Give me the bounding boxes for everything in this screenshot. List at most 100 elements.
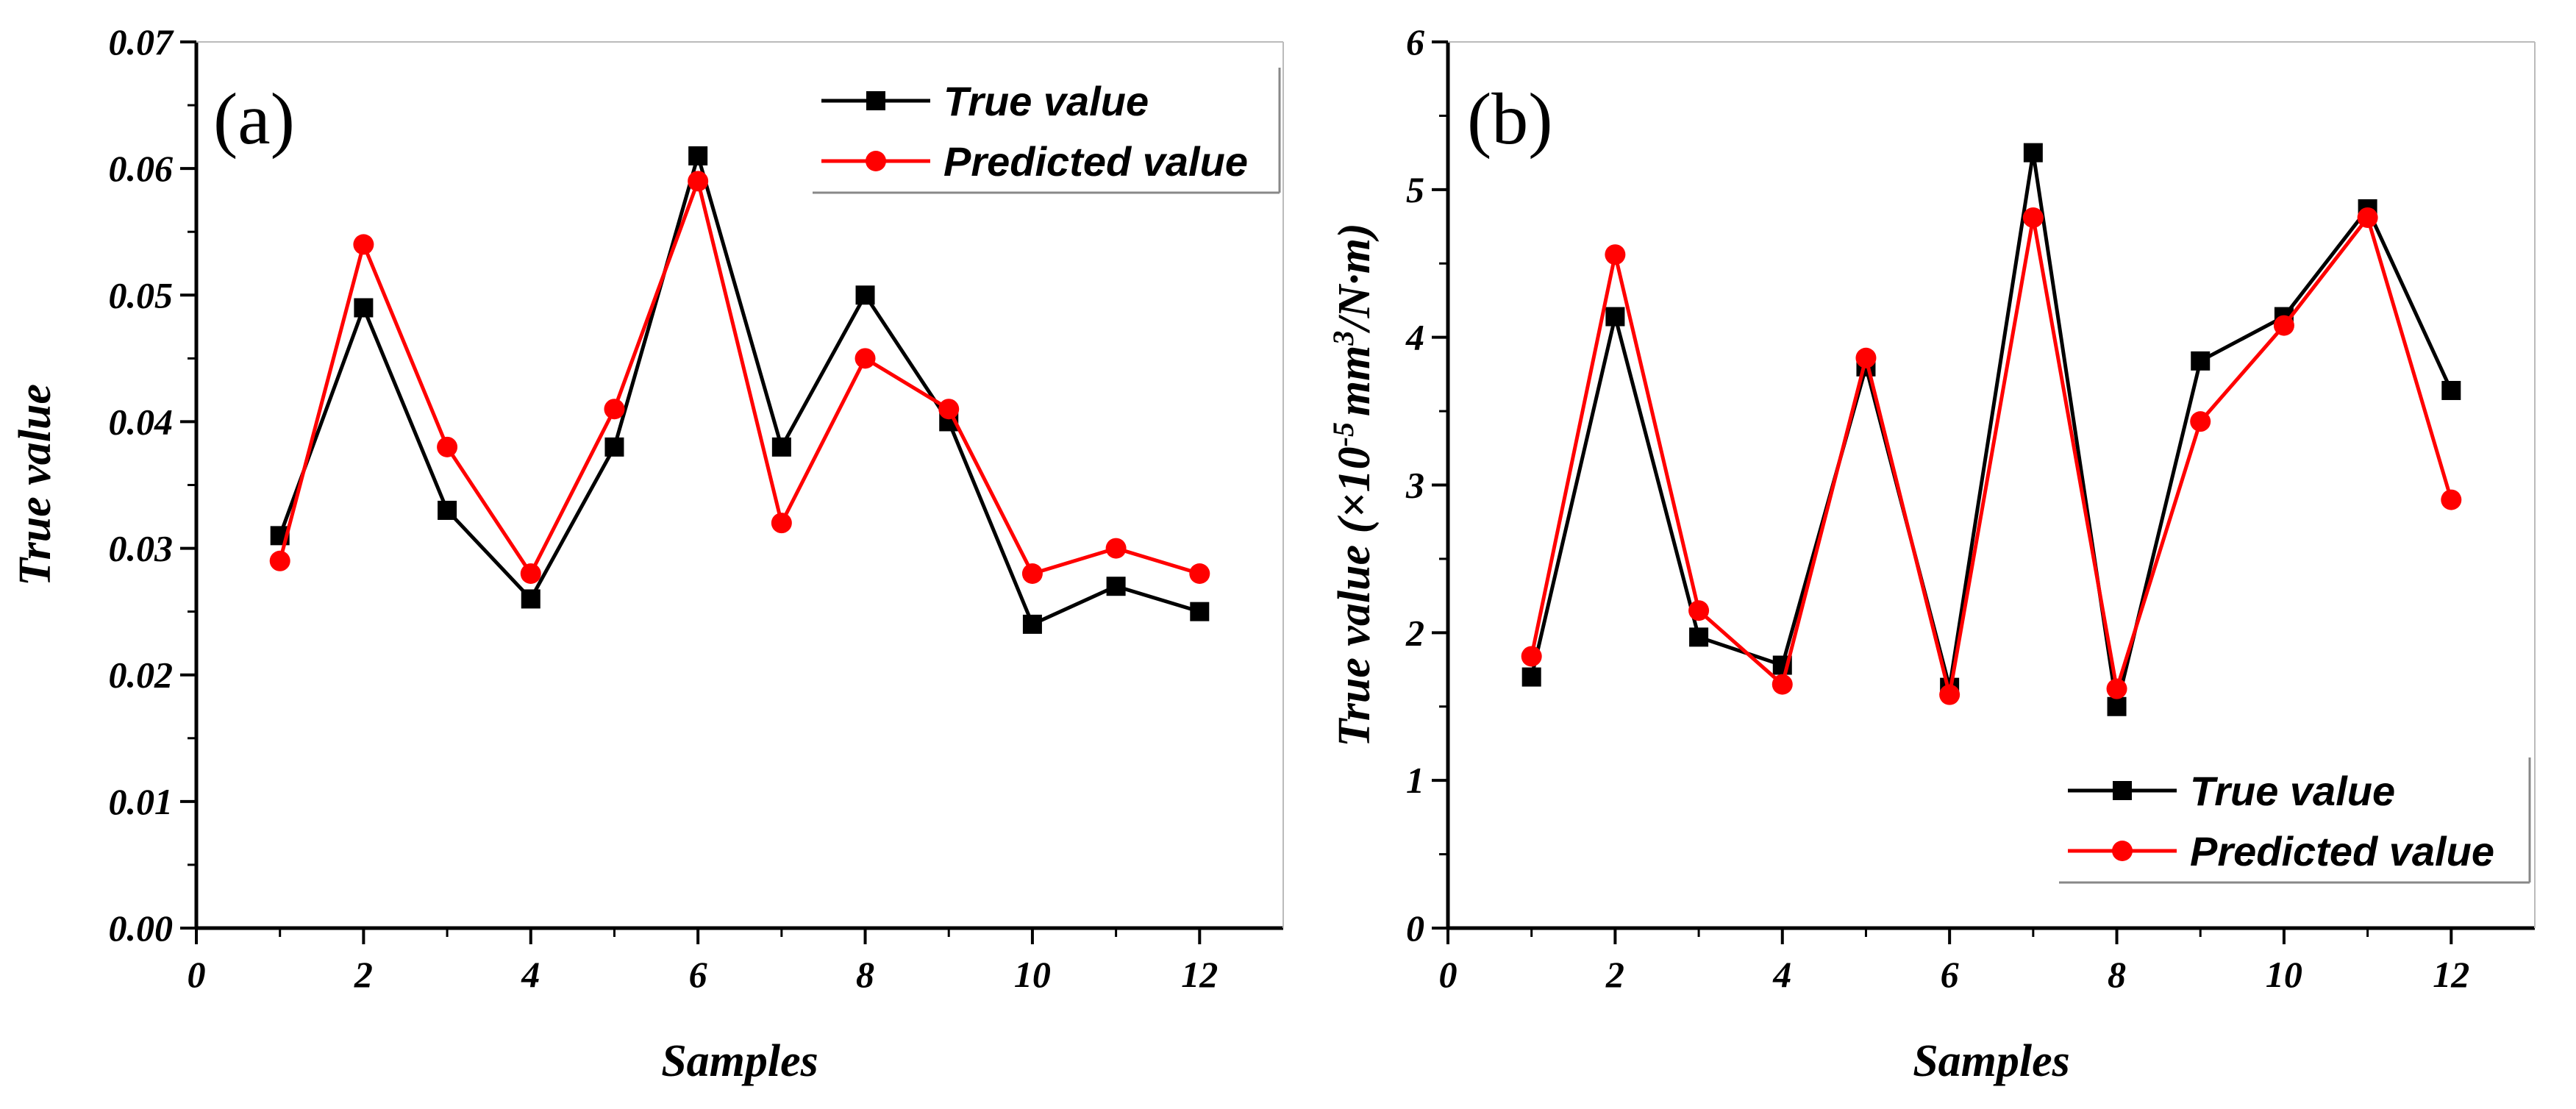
data-point-circle (269, 550, 290, 571)
legend-swatch-circle (866, 151, 886, 171)
data-point-circle (1688, 600, 1710, 621)
x-tick-label: 4 (1772, 954, 1791, 995)
data-point-square (855, 285, 875, 305)
data-point-circle (353, 234, 374, 255)
x-tick-label: 6 (1941, 954, 1959, 995)
y-tick-label: 6 (1406, 21, 1424, 63)
data-point-circle (437, 436, 458, 457)
data-point-circle (854, 348, 876, 369)
x-axis-title: Samples (661, 1036, 818, 1086)
series-line (278, 149, 1201, 627)
y-axis-title-unit: mm (1330, 346, 1380, 416)
data-point-square (1605, 307, 1625, 327)
legend-label: Predicted value (2190, 828, 2494, 874)
data-point-circle (938, 399, 960, 420)
x-tick-label: 12 (2433, 954, 2469, 995)
data-point-circle (771, 513, 792, 534)
data-point-circle (1021, 563, 1043, 584)
legend-label: True value (2190, 768, 2395, 814)
data-point-square (1022, 614, 1042, 634)
x-tick-label: 2 (1605, 954, 1624, 995)
data-point-circle (520, 563, 541, 584)
data-point-circle (1605, 244, 1626, 265)
y-tick-label: 0.05 (109, 274, 174, 315)
series-predicted-value (269, 171, 1210, 584)
y-axis-title-main: True value (×10 (1330, 446, 1380, 746)
y-tick-label: 4 (1405, 317, 1424, 358)
y-axis-title: True value (10, 384, 60, 586)
series-line (1530, 213, 2453, 696)
data-point-circle (2190, 411, 2211, 432)
legend-label: Predicted value (943, 138, 1248, 185)
y-tick-label: 1 (1406, 760, 1424, 801)
y-tick-label: 3 (1405, 465, 1424, 506)
y-axis-title-main: True value (10, 384, 60, 586)
x-tick-label: 6 (689, 954, 707, 995)
data-point-square (1106, 577, 1126, 596)
series-line (1530, 152, 2453, 707)
x-tick-label: 0 (1439, 954, 1458, 995)
legend-swatch-square (2113, 781, 2132, 800)
panel-label: (a) (213, 78, 295, 160)
data-point-circle (604, 399, 625, 420)
data-point-circle (1855, 347, 1877, 368)
data-point-circle (2022, 207, 2044, 228)
data-point-square (688, 146, 708, 165)
data-point-square (438, 500, 457, 520)
data-point-square (354, 298, 374, 318)
series-line (278, 174, 1201, 577)
y-tick-label: 0.04 (109, 401, 174, 442)
data-point-circle (2441, 489, 2462, 510)
y-axis-title-exponent: -5 (1327, 422, 1360, 446)
x-tick-label: 10 (2266, 954, 2302, 995)
y-axis-title: True value (×10-5 mm3/N·m) (1327, 223, 1380, 747)
data-point-square (2023, 143, 2043, 163)
y-axis-title-tail: /N·m) (1330, 223, 1380, 333)
y-tick-label: 0.02 (109, 655, 174, 696)
data-point-square (604, 437, 624, 457)
data-point-circle (2357, 207, 2378, 228)
panel-label: (b) (1467, 78, 1553, 160)
data-point-square (1190, 602, 1210, 621)
legend: True value Predicted value (813, 68, 1281, 194)
y-tick-label: 0.06 (109, 148, 174, 189)
y-tick-label: 5 (1406, 169, 1424, 210)
data-point-circle (1189, 563, 1210, 584)
x-tick-label: 2 (354, 954, 373, 995)
series-true-value (270, 146, 1210, 634)
data-point-square (1689, 627, 1709, 647)
data-point-circle (1521, 646, 1542, 667)
y-axis-title-unit-exponent: 3 (1327, 331, 1360, 346)
series-predicted-value (1521, 207, 2462, 705)
data-point-square (521, 589, 540, 609)
legend-label: True value (943, 78, 1149, 124)
chart-panel-a: 0 2 4 6 8 10 12 0.00 0.01 0.02 0.03 0.04 0.05 0.06 0.0… (10, 21, 1284, 1086)
data-point-square (771, 437, 791, 457)
data-point-circle (2106, 678, 2127, 699)
y-tick-label: 0.00 (109, 907, 174, 949)
x-tick-label: 8 (856, 954, 874, 995)
legend-swatch-circle (2112, 841, 2133, 861)
y-tick-label: 0.07 (109, 21, 175, 63)
data-point-square (2191, 351, 2211, 371)
data-point-circle (1939, 684, 1960, 705)
y-tick-label: 0 (1406, 907, 1424, 949)
y-tick-label: 0.03 (109, 528, 174, 569)
x-tick-label: 10 (1014, 954, 1051, 995)
y-tick-label: 2 (1405, 612, 1424, 653)
legend: True value Predicted value (2059, 757, 2531, 884)
x-tick-label: 8 (2108, 954, 2126, 995)
x-axis-title: Samples (1913, 1036, 2070, 1086)
data-point-square (2107, 696, 2127, 716)
data-point-square (1521, 667, 1541, 687)
series-true-value (1521, 143, 2461, 716)
data-point-circle (1772, 674, 1793, 695)
x-tick-label: 4 (521, 954, 540, 995)
legend-swatch-square (866, 91, 885, 110)
data-point-circle (2273, 315, 2294, 336)
data-point-circle (1105, 538, 1127, 559)
y-tick-label: 0.01 (109, 781, 174, 822)
data-point-square (2441, 380, 2461, 400)
